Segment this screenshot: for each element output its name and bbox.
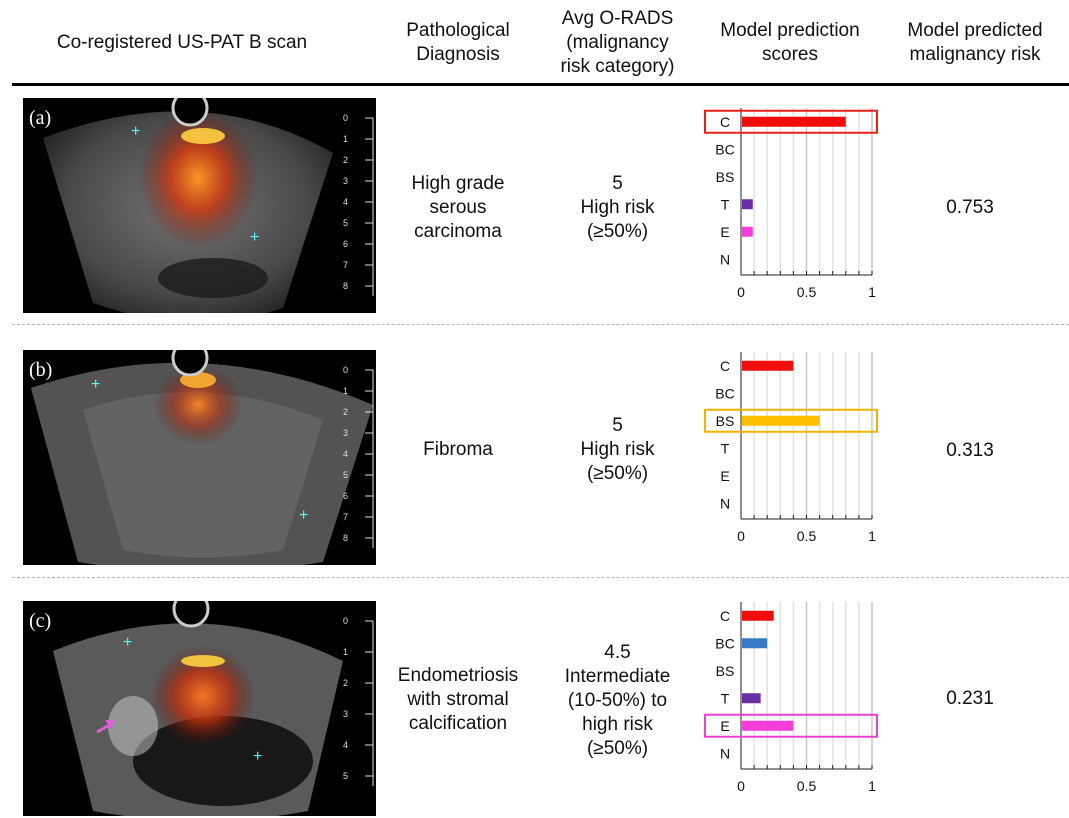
depth-scale: 0 1 2 3 4 5 6 7 8	[343, 113, 374, 296]
depth-tick-label: 3	[343, 428, 348, 438]
category-label: E	[720, 468, 729, 484]
category-label: N	[720, 495, 730, 511]
depth-tick-label: 7	[343, 260, 348, 270]
orads-c: 4.5 Intermediate (10-50%) to high risk (…	[564, 642, 671, 759]
category-label: E	[720, 718, 729, 734]
category-label: E	[720, 224, 729, 240]
depth-tick-label: 1	[343, 647, 348, 657]
depth-tick-label: 6	[343, 491, 348, 501]
caliper-marker: +	[91, 376, 100, 393]
orads-b: 5 High risk (≥50%)	[580, 415, 655, 484]
bar-t	[742, 693, 761, 704]
header-scan: Co-registered US-PAT B scan	[56, 32, 308, 53]
depth-tick-label: 8	[343, 281, 348, 291]
category-label: BS	[716, 169, 735, 185]
depth-tick-label: 7	[343, 512, 348, 522]
category-label: T	[721, 196, 730, 212]
predicted-risk-a: 0.753	[946, 197, 994, 218]
header-diagnosis: Pathological Diagnosis	[406, 20, 510, 65]
bar-t	[742, 199, 753, 210]
depth-tick-label: 8	[343, 533, 348, 543]
bar-c	[742, 610, 774, 621]
arrow-icon	[96, 720, 115, 734]
ultrasound-scan-a: + + (a) 0 1 2 3 4 5 6 7 8	[23, 98, 376, 313]
header-predicted-risk: Model predicted malignancy risk	[907, 20, 1043, 65]
category-label: BS	[716, 413, 735, 429]
depth-tick-label: 3	[343, 176, 348, 186]
row-separator	[12, 324, 1069, 325]
prediction-chart-c: 0 0.5 1 C BC BS TEN	[704, 602, 878, 794]
header-rule	[12, 83, 1069, 86]
predicted-risk-c: 0.231	[946, 688, 994, 709]
header-prediction-scores: Model prediction scores	[720, 20, 860, 65]
prediction-chart-b: 0 0.5 1 C BC BS TEN	[704, 352, 878, 544]
category-label: N	[720, 745, 730, 761]
category-label: BS	[716, 663, 735, 679]
ultrasound-scan-c: + + (c) 0 1 2 3 4 5	[23, 601, 376, 816]
bar-c	[742, 116, 846, 127]
diagnosis-b: Fibroma	[423, 439, 493, 460]
category-label: C	[720, 608, 730, 624]
x-tick-label: 0.5	[797, 284, 817, 300]
bar-bc	[742, 638, 768, 649]
x-tick-label: 1	[868, 284, 876, 300]
depth-tick-label: 1	[343, 134, 348, 144]
depth-tick-label: 1	[343, 386, 348, 396]
depth-tick-label: 4	[343, 197, 348, 207]
category-label: BC	[715, 141, 734, 157]
depth-scale: 0 1 2 3 4 5 6 7 8	[343, 365, 374, 548]
depth-tick-label: 5	[343, 470, 348, 480]
category-label: BC	[715, 385, 734, 401]
x-tick-label: 0	[737, 284, 745, 300]
depth-scale: 0 1 2 3 4 5	[343, 616, 374, 786]
depth-tick-label: 4	[343, 740, 348, 750]
highlight-box	[704, 713, 878, 738]
category-label: T	[721, 440, 730, 456]
row-separator	[12, 577, 1069, 578]
x-tick-label: 0.5	[797, 528, 817, 544]
highlight-box	[704, 109, 878, 134]
category-label: C	[720, 114, 730, 130]
caliper-marker: +	[250, 229, 259, 246]
x-tick-label: 1	[868, 778, 876, 794]
depth-tick-label: 0	[343, 113, 348, 123]
diagnosis-a: High grade serous carcinoma	[411, 173, 505, 242]
bar-c	[742, 360, 794, 371]
category-label: T	[721, 690, 730, 706]
category-label: N	[720, 251, 730, 267]
caliper-marker: +	[131, 123, 140, 140]
prediction-chart-a: 0 0.5 1 C BC BS TEN	[704, 108, 878, 300]
depth-tick-label: 6	[343, 239, 348, 249]
depth-tick-label: 3	[343, 709, 348, 719]
depth-tick-label: 5	[343, 218, 348, 228]
panel-label: (b)	[29, 359, 52, 381]
depth-tick-label: 2	[343, 678, 348, 688]
ultrasound-scan-b: + + (b) 0 1 2 3 4 5 6 7 8	[23, 350, 376, 565]
orads-a: 5 High risk (≥50%)	[580, 173, 655, 242]
header-orads: Avg O-RADS (malignancy risk category)	[560, 8, 675, 77]
bar-e	[742, 226, 753, 237]
diagnosis-c: Endometriosis with stromal calcification	[397, 665, 519, 734]
depth-tick-label: 0	[343, 616, 348, 626]
predicted-risk-b: 0.313	[946, 440, 994, 461]
bar-bs	[742, 415, 820, 426]
category-label: C	[720, 358, 730, 374]
depth-tick-label: 0	[343, 365, 348, 375]
panel-label: (c)	[29, 610, 51, 632]
x-tick-label: 0.5	[797, 778, 817, 794]
category-label: BC	[715, 635, 734, 651]
depth-tick-label: 4	[343, 449, 348, 459]
depth-tick-label: 2	[343, 407, 348, 417]
x-tick-label: 1	[868, 528, 876, 544]
caliper-marker: +	[123, 634, 132, 651]
depth-tick-label: 2	[343, 155, 348, 165]
caliper-marker: +	[299, 507, 308, 524]
depth-tick-label: 5	[343, 771, 348, 781]
panel-label: (a)	[29, 107, 51, 129]
x-tick-label: 0	[737, 778, 745, 794]
highlight-box	[704, 408, 878, 433]
x-tick-label: 0	[737, 528, 745, 544]
caliper-marker: +	[253, 748, 262, 765]
bar-e	[742, 720, 794, 731]
